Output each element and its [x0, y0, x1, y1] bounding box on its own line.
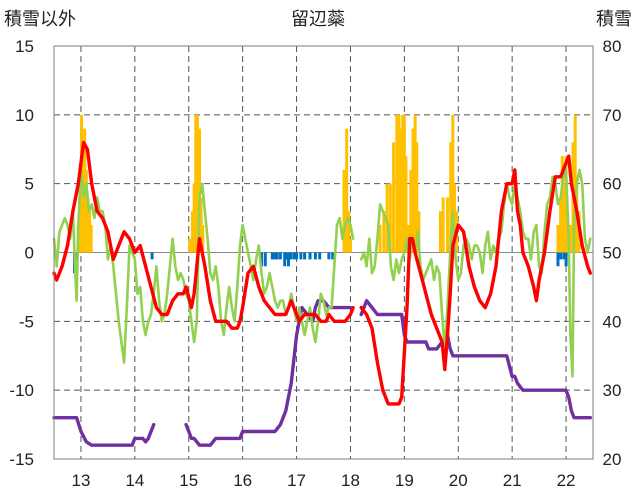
bar-positive	[449, 142, 453, 253]
bar-positive	[188, 238, 192, 253]
bar-positive	[562, 183, 566, 253]
bar-negative	[260, 252, 264, 267]
x-tick: 15	[179, 471, 198, 490]
bar-positive	[445, 197, 449, 253]
bar-negative	[289, 252, 293, 260]
bar-positive	[568, 224, 572, 253]
bar-positive	[409, 169, 413, 253]
bar-negative	[303, 252, 307, 260]
x-tick: 20	[449, 471, 468, 490]
y-tick-left: 10	[15, 106, 34, 125]
y-tick-left: 0	[25, 244, 34, 263]
bar-positive	[451, 114, 455, 253]
bar-positive	[402, 114, 406, 253]
y-tick-left: 15	[15, 37, 34, 56]
bar-positive	[415, 142, 419, 253]
series-line-snow_depth	[359, 299, 592, 420]
bar-positive	[192, 183, 196, 253]
bar-positive	[201, 224, 205, 253]
right-axis-label: 積雪	[596, 9, 632, 30]
y-tick-left: -15	[9, 450, 34, 469]
bar-negative	[273, 252, 277, 260]
x-tick: 17	[287, 471, 306, 490]
bar-positive	[388, 183, 392, 253]
chart-title: 留辺蘂	[291, 9, 345, 30]
bar-negative	[275, 252, 279, 260]
bar-positive	[89, 224, 93, 253]
bar-negative	[308, 252, 312, 260]
bar-negative	[327, 252, 331, 260]
plot-area-frame	[53, 45, 594, 460]
y-tick-right: 60	[603, 175, 622, 194]
y-tick-right: 30	[603, 381, 622, 400]
x-tick: 21	[503, 471, 522, 490]
x-tick: 19	[395, 471, 414, 490]
bar-positive	[399, 128, 403, 253]
bar-negative	[292, 252, 296, 260]
y-tick-right: 40	[603, 312, 622, 331]
bar-positive	[199, 197, 203, 253]
bar-positive	[191, 211, 195, 253]
bar-negative	[556, 252, 560, 267]
bar-positive	[86, 197, 90, 253]
bar-positive	[404, 156, 408, 253]
left-axis-label: 積雪以外	[4, 9, 76, 30]
bar-negative	[295, 252, 299, 260]
bar-positive	[347, 211, 351, 253]
bar-negative	[313, 252, 317, 260]
series-line-temperature	[359, 154, 592, 406]
bar-positive	[348, 238, 352, 253]
bar-negative	[263, 252, 267, 267]
y-tick-right: 70	[603, 106, 622, 125]
bar-positive	[573, 114, 577, 253]
bar-positive	[560, 156, 564, 253]
x-tick: 18	[341, 471, 360, 490]
bar-negative	[150, 252, 154, 260]
bar-positive	[401, 114, 405, 253]
bar-positive	[411, 128, 415, 253]
bar-negative	[284, 252, 288, 260]
bar-negative	[286, 252, 290, 267]
bar-positive	[556, 224, 560, 253]
series-line-snow_depth	[52, 416, 156, 447]
bar-positive	[378, 224, 382, 253]
y-tick-right: 20	[603, 450, 622, 469]
bar-negative	[564, 252, 568, 267]
x-tick: 13	[71, 471, 90, 490]
y-tick-left: -10	[9, 381, 34, 400]
bar-positive	[438, 211, 442, 253]
y-tick-left: -5	[19, 312, 34, 331]
bar-positive	[194, 114, 198, 253]
bar-positive	[392, 142, 396, 253]
bar-negative	[559, 252, 563, 260]
bar-negative	[270, 252, 274, 260]
y-tick-right: 80	[603, 37, 622, 56]
bar-positive	[195, 114, 199, 253]
bar-positive	[345, 128, 349, 253]
y-tick-left: 5	[25, 175, 34, 194]
bar-negative	[331, 252, 335, 260]
line-series	[52, 140, 592, 447]
bar-positive	[397, 114, 401, 253]
bar-positive	[559, 197, 563, 253]
bar-positive	[342, 169, 346, 253]
bar-negative	[299, 252, 303, 260]
bar-positive	[413, 114, 417, 253]
bar-positive	[441, 197, 445, 253]
x-tick: 22	[557, 471, 576, 490]
bar-positive	[385, 183, 389, 253]
bar-positive	[88, 211, 92, 253]
bar-negative	[278, 252, 282, 260]
bar-negative	[318, 252, 322, 260]
series-line-temperature	[52, 140, 355, 330]
y-tick-right: 50	[603, 244, 622, 263]
bar-negative	[562, 252, 566, 260]
bar-positive	[84, 169, 88, 253]
bar-positive	[382, 211, 386, 253]
x-tick: 14	[125, 471, 144, 490]
bar-positive	[395, 114, 399, 253]
x-tick: 16	[233, 471, 252, 490]
